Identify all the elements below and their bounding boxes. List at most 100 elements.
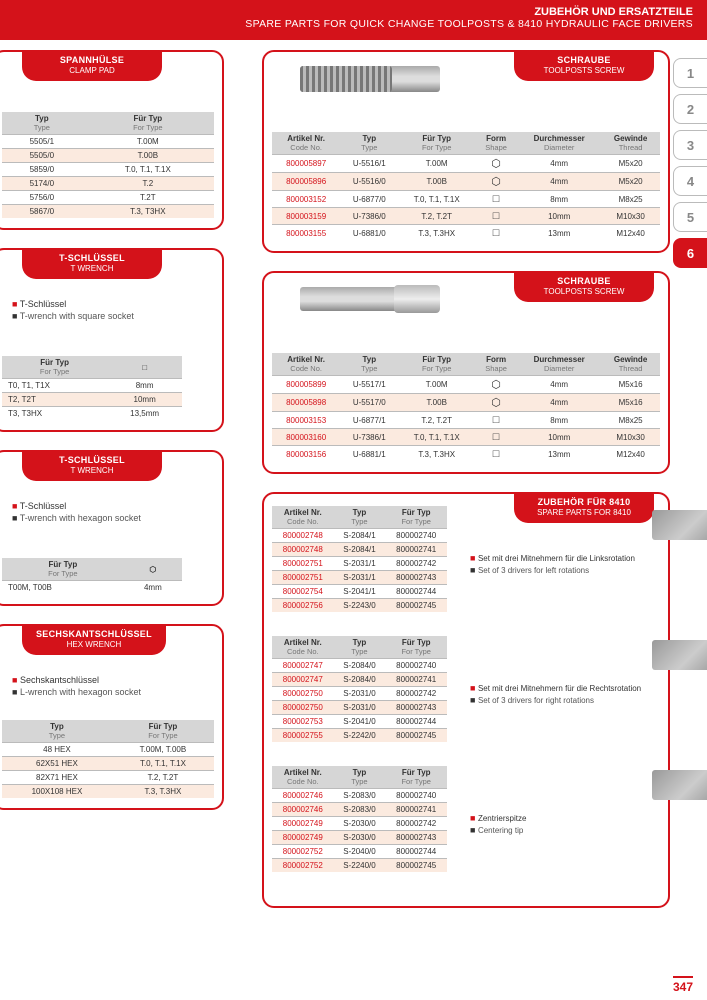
col-header: Artikel Nr.Code No. bbox=[272, 766, 334, 789]
table-row: 82X71 HEXT.2, T.2T bbox=[2, 771, 214, 785]
cell: T.2 bbox=[82, 177, 214, 191]
cell: 800002749 bbox=[272, 831, 334, 845]
cell: 800003156 bbox=[272, 446, 340, 463]
cell: S-2242/0 bbox=[334, 729, 386, 743]
cell: T.00M bbox=[82, 135, 214, 149]
cell bbox=[475, 155, 517, 173]
cell: S-2243/0 bbox=[334, 599, 386, 613]
cell: 800002743 bbox=[385, 571, 447, 585]
table-row: 800005898U-5517/0T.00B4mmM5x16 bbox=[272, 394, 660, 412]
col-header: TypType bbox=[334, 636, 386, 659]
acc-section: Artikel Nr.Code No.TypTypeFür TypFor Typ… bbox=[272, 506, 660, 624]
col-header: Für TypFor Type bbox=[82, 112, 214, 135]
hex-wrench-box: SECHSKANTSCHLÜSSELHEX WRENCH Sechskantsc… bbox=[0, 624, 224, 810]
side-tab-4[interactable]: 4 bbox=[673, 166, 707, 196]
cell: 800002747 bbox=[272, 673, 334, 687]
acc-section: Artikel Nr.Code No.TypTypeFür TypFor Typ… bbox=[272, 636, 660, 754]
cell: T.00B bbox=[82, 149, 214, 163]
cell: 800002748 bbox=[272, 543, 334, 557]
table-row: 800003153U-6877/1T.2, T.2T8mmM8x25 bbox=[272, 412, 660, 429]
cell: T.0, T.1, T.1X bbox=[398, 191, 475, 208]
cell: 800002741 bbox=[385, 803, 447, 817]
table-row: 800002750S-2031/0800002742 bbox=[272, 687, 447, 701]
side-tab-1[interactable]: 1 bbox=[673, 58, 707, 88]
section-title: SECHSKANTSCHLÜSSELHEX WRENCH bbox=[22, 624, 166, 655]
cell: 800002742 bbox=[385, 817, 447, 831]
cell: T.0, T.1, T.1X bbox=[398, 429, 475, 446]
side-tab-6[interactable]: 6 bbox=[673, 238, 707, 268]
cell: 100X108 HEX bbox=[2, 785, 112, 799]
col-header: GewindeThread bbox=[601, 353, 660, 376]
table-row: 800002751S-2031/1800002743 bbox=[272, 571, 447, 585]
table-row: 800002747S-2084/0800002740 bbox=[272, 659, 447, 673]
table-row: 800003156U-6881/1T.3, T.3HX13mmM12x40 bbox=[272, 446, 660, 463]
cell: 4mm bbox=[517, 155, 601, 173]
table-row: 800002748S-2084/1800002741 bbox=[272, 543, 447, 557]
page-number: 347 bbox=[673, 976, 693, 994]
cell: 800002743 bbox=[385, 831, 447, 845]
table-row: 800002752S-2040/0800002744 bbox=[272, 845, 447, 859]
col-header: TypType bbox=[334, 506, 386, 529]
cell: 800002744 bbox=[385, 845, 447, 859]
accessory-image bbox=[652, 770, 707, 800]
table-row: 800005897U-5516/1T.00M4mmM5x20 bbox=[272, 155, 660, 173]
clamp-pad-table: TypTypeFür TypFor Type5505/1T.00M5505/0T… bbox=[2, 112, 214, 218]
cell: M5x20 bbox=[601, 155, 660, 173]
screw-image bbox=[300, 287, 440, 311]
cell: 800002740 bbox=[385, 659, 447, 673]
cell: T.3, T.3HX bbox=[112, 785, 214, 799]
cell: S-2084/1 bbox=[334, 529, 386, 543]
col-header: Für TypFor Type bbox=[385, 636, 447, 659]
cell: 800002750 bbox=[272, 701, 334, 715]
cell: 800002749 bbox=[272, 817, 334, 831]
cell: 82X71 HEX bbox=[2, 771, 112, 785]
cell: 800002756 bbox=[272, 599, 334, 613]
cell: 5505/0 bbox=[2, 149, 82, 163]
acc-desc: ZentrierspitzeCentering tip bbox=[470, 812, 670, 836]
accessory-image bbox=[652, 510, 707, 540]
table-row: 5867/0T.3, T3HX bbox=[2, 205, 214, 219]
screw1-box: SCHRAUBETOOLPOSTS SCREW Artikel Nr.Code … bbox=[262, 50, 670, 253]
cell bbox=[475, 446, 517, 463]
side-tab-3[interactable]: 3 bbox=[673, 130, 707, 160]
cell: S-2083/0 bbox=[334, 803, 386, 817]
table-row: 800005896U-5516/0T.00B4mmM5x20 bbox=[272, 173, 660, 191]
col-header: FormShape bbox=[475, 132, 517, 155]
cell: 10mm bbox=[517, 208, 601, 225]
cell: T.3, T.3HX bbox=[398, 446, 475, 463]
cell: T.2, T.2T bbox=[398, 208, 475, 225]
cell: M8x25 bbox=[601, 412, 660, 429]
section-title: T-SCHLÜSSELT WRENCH bbox=[22, 450, 162, 481]
table-row: 800002754S-2041/1800002744 bbox=[272, 585, 447, 599]
cell: T.00M bbox=[398, 155, 475, 173]
cell bbox=[475, 394, 517, 412]
acc-table: Artikel Nr.Code No.TypTypeFür TypFor Typ… bbox=[272, 636, 447, 742]
cell: M12x40 bbox=[601, 225, 660, 242]
cell: T.0, T.1, T.1X bbox=[112, 757, 214, 771]
side-tab-5[interactable]: 5 bbox=[673, 202, 707, 232]
t-wrench-hex-box: T-SCHLÜSSELT WRENCH T-SchlüsselT-wrench … bbox=[0, 450, 224, 606]
acc-table: Artikel Nr.Code No.TypTypeFür TypFor Typ… bbox=[272, 506, 447, 612]
section-title: SPANNHÜLSECLAMP PAD bbox=[22, 50, 162, 81]
cell: 5505/1 bbox=[2, 135, 82, 149]
col-header: TypType bbox=[340, 132, 398, 155]
cell: U-5517/1 bbox=[340, 376, 398, 394]
cell: S-2041/0 bbox=[334, 715, 386, 729]
cell: S-2240/0 bbox=[334, 859, 386, 873]
cell: M10x30 bbox=[601, 429, 660, 446]
cell: 800002752 bbox=[272, 859, 334, 873]
cell: 800002740 bbox=[385, 789, 447, 803]
cell: U-6881/1 bbox=[340, 446, 398, 463]
accessory-image bbox=[652, 640, 707, 670]
table-row: 800002746S-2083/0800002740 bbox=[272, 789, 447, 803]
cell: M5x20 bbox=[601, 173, 660, 191]
cell: 800003152 bbox=[272, 191, 340, 208]
section-title: SCHRAUBETOOLPOSTS SCREW bbox=[514, 271, 654, 302]
cell: 800002750 bbox=[272, 687, 334, 701]
cell: U-5516/0 bbox=[340, 173, 398, 191]
col-header: TypType bbox=[2, 112, 82, 135]
cell: 800005898 bbox=[272, 394, 340, 412]
col-header: Für TypFor Type bbox=[112, 720, 214, 743]
t-wrench-sq-box: T-SCHLÜSSELT WRENCH T-SchlüsselT-wrench … bbox=[0, 248, 224, 432]
side-tab-2[interactable]: 2 bbox=[673, 94, 707, 124]
